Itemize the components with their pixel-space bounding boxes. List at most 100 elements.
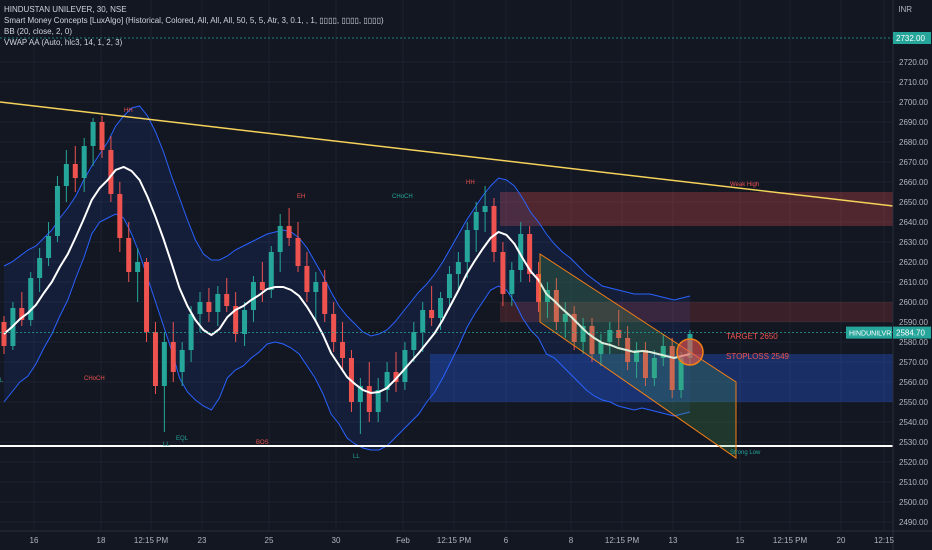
x-tick-label: 12:15 PM (437, 536, 472, 545)
x-tick-label: 23 (198, 536, 207, 545)
candle-body (438, 298, 444, 318)
candle-body (152, 332, 158, 386)
hh-label-mid: HH (466, 180, 475, 186)
drawings: TARGET 2650 STOPLOSS 2549 HH EH CHoCH HH Weak … (0, 37, 894, 460)
candle-body (188, 314, 194, 350)
x-tick-label: 12:15 PM (134, 536, 169, 545)
candle-body (491, 206, 497, 252)
last-price-symbol: HINDUNILVR (849, 331, 891, 338)
y-tick-label: 2570.00 (899, 358, 928, 367)
y-tick-label: 2610.00 (899, 278, 928, 287)
y-tick-label: 2670.00 (899, 158, 928, 167)
y-tick-label: 2490.00 (899, 518, 928, 527)
time-axis[interactable]: 16 18 12:15 PM 23 25 30 Feb 12:15 PM 6 8 12:15 PM 1… (0, 530, 932, 545)
y-tick-label: 2520.00 (899, 458, 928, 467)
candle-body (54, 186, 60, 236)
demand-zone (430, 354, 893, 402)
price-mark-badge (893, 32, 931, 44)
candle-body (562, 314, 568, 322)
ll-label-mid: LL (353, 454, 360, 460)
symbol-title[interactable]: HINDUSTAN UNILEVER, 30, NSE (4, 5, 127, 14)
candle-body (28, 278, 34, 320)
y-tick-label: 2720.00 (899, 58, 928, 67)
candle-body (402, 350, 408, 382)
x-tick-label: 6 (504, 536, 509, 545)
candle-body (224, 294, 230, 306)
candle-body (580, 326, 586, 342)
supply-zone-top (500, 192, 893, 210)
candle-body (429, 310, 435, 318)
order-block-zones (430, 192, 893, 402)
y-tick-label: 2710.00 (899, 78, 928, 87)
candle-body (553, 290, 559, 322)
x-tick-label: 12:15 PM (605, 536, 640, 545)
y-tick-label: 2650.00 (899, 198, 928, 207)
y-tick-label: 2510.00 (899, 478, 928, 487)
candle-body (607, 330, 613, 342)
y-tick-label: 2630.00 (899, 238, 928, 247)
x-tick-label: 15 (736, 536, 745, 545)
price-mark-badge (893, 326, 931, 339)
y-tick-label: 2560.00 (899, 378, 928, 387)
candle-body (197, 302, 203, 314)
candle-body (464, 230, 470, 262)
candle-body (509, 270, 515, 294)
stoploss-label: STOPLOSS 2549 (726, 352, 790, 361)
last-price-symbol-badge (846, 326, 892, 339)
candle-body (500, 252, 506, 294)
descending-channel (539, 253, 737, 459)
candle-body (616, 330, 622, 338)
candle-body (669, 346, 675, 390)
x-tick-label: 12:15 (874, 536, 895, 545)
x-tick-label: 13 (669, 536, 678, 545)
y-tick-label: 2580.00 (899, 338, 928, 347)
candle-body (473, 212, 479, 230)
x-tick-label: 25 (265, 536, 274, 545)
candle-body (518, 234, 524, 270)
supply-zone-mid (500, 210, 893, 226)
candle-body (144, 262, 150, 332)
x-tick-label: Feb (396, 536, 410, 545)
price-mark-label: 2584.70 (896, 329, 925, 338)
hh-label-top: HH (124, 108, 133, 114)
y-tick-label: 2530.00 (899, 438, 928, 447)
bb-indicator-label[interactable]: BB (20, close, 2, 0) (4, 27, 73, 36)
candle-body (375, 390, 381, 412)
entry-marker (676, 338, 704, 366)
candle-body (233, 306, 239, 334)
indicator-legend: HINDUSTAN UNILEVER, 30, NSE Smart Money … (4, 4, 384, 48)
candle-body (651, 358, 657, 378)
candle-body (90, 122, 96, 146)
price-axis[interactable]: 2490.00 2500.00 2510.00 2520.00 2530.00 2540.… (892, 0, 931, 550)
candle-body (482, 206, 488, 212)
trendline (0, 101, 894, 207)
strong-low-label: Strong Low (730, 450, 761, 456)
candle-body (37, 258, 43, 278)
candlesticks (1, 116, 693, 434)
candle-body (678, 358, 684, 390)
candle-body (250, 282, 256, 310)
candle-body (268, 252, 274, 290)
eh-label: EH (297, 194, 305, 200)
candle-body (589, 326, 595, 354)
candle-body (598, 342, 604, 354)
candle-body (81, 146, 87, 178)
candle-body (206, 302, 212, 312)
smc-indicator-label[interactable]: Smart Money Concepts [LuxAlgo] (Historic… (4, 16, 384, 25)
x-tick-label: 30 (332, 536, 341, 545)
l-label-left: L (0, 378, 4, 384)
candle-body (304, 266, 310, 292)
choch-label-left: CHoCH (84, 376, 105, 382)
x-tick-label: 8 (569, 536, 574, 545)
candle-body (642, 350, 648, 378)
bos-label: BOS (256, 440, 269, 446)
candle-body (357, 386, 363, 402)
candle-body (126, 238, 132, 272)
y-tick-label: 2700.00 (899, 98, 928, 107)
vwap-indicator-label[interactable]: VWAP AA (Auto, hlc3, 14, 1, 2, 3) (4, 38, 123, 47)
candle-body (135, 262, 141, 272)
candle-body (277, 226, 283, 252)
candle-body (393, 372, 399, 382)
candle-body (384, 372, 390, 390)
